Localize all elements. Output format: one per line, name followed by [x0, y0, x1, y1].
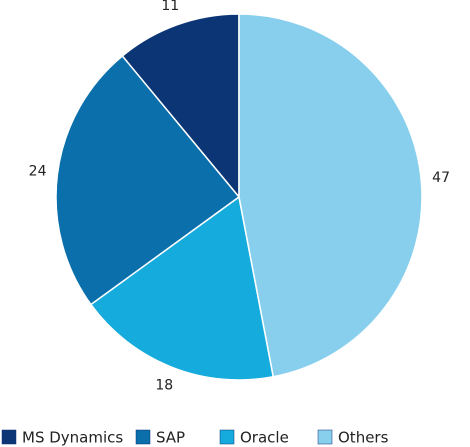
pie-slice	[121, 13, 240, 200]
data-label: 47	[432, 170, 450, 186]
legend-swatch	[219, 429, 235, 445]
legend-label: Others	[338, 429, 389, 447]
pie-slice	[238, 13, 423, 378]
legend-swatch	[1, 429, 17, 445]
pie-slice	[89, 195, 275, 381]
legend-label: MS Dynamics	[22, 429, 123, 447]
data-label: 11	[161, 0, 179, 14]
legend-swatch	[317, 429, 333, 445]
data-label: 24	[29, 164, 47, 180]
data-label: 18	[155, 378, 173, 394]
pie-slice	[55, 54, 241, 306]
legend-swatch	[135, 429, 151, 445]
legend-label: Oracle	[240, 429, 289, 447]
legend-label: SAP	[156, 429, 185, 447]
